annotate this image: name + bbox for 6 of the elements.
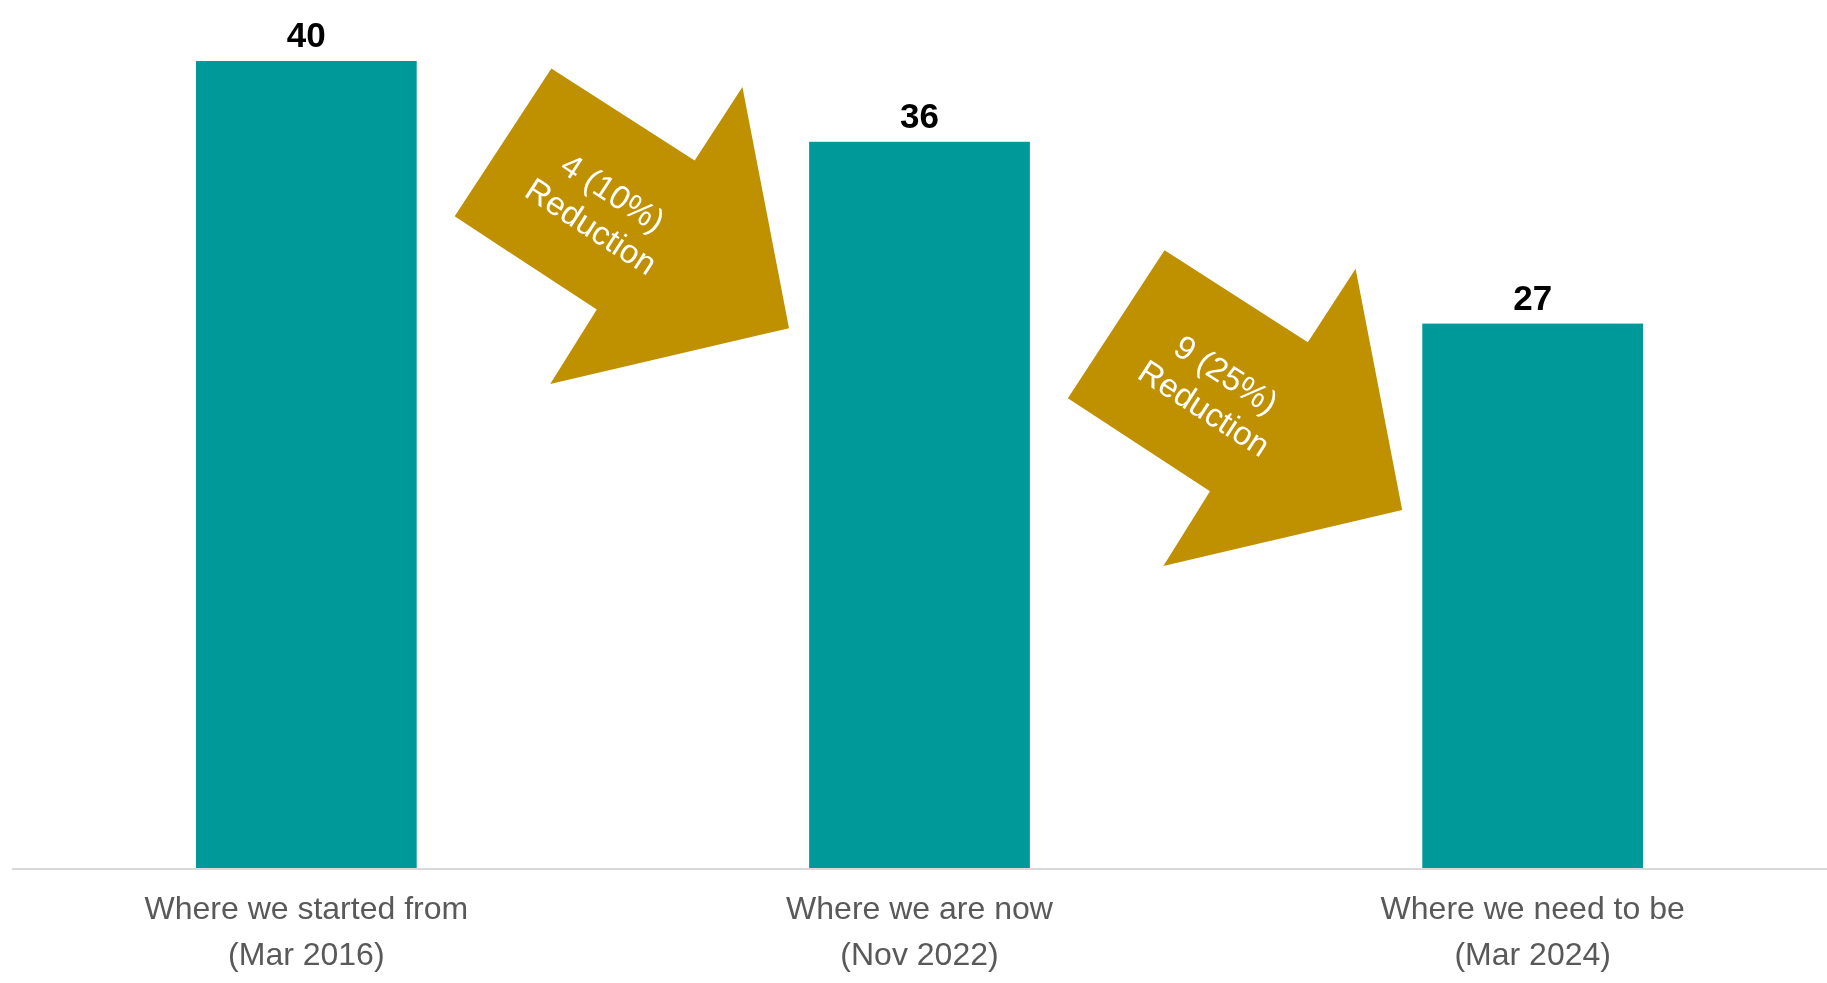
data-label: 36 (900, 95, 939, 135)
data-label: 40 (286, 15, 326, 54)
x-tick-label: Where we are now (Nov 2022) (786, 890, 1054, 972)
data-label: 27 (1513, 277, 1553, 317)
x-tick-label: Where we need to be (Mar 2024) (1380, 890, 1685, 972)
x-tick-label: Where we started from (Mar 2016) (144, 890, 469, 972)
